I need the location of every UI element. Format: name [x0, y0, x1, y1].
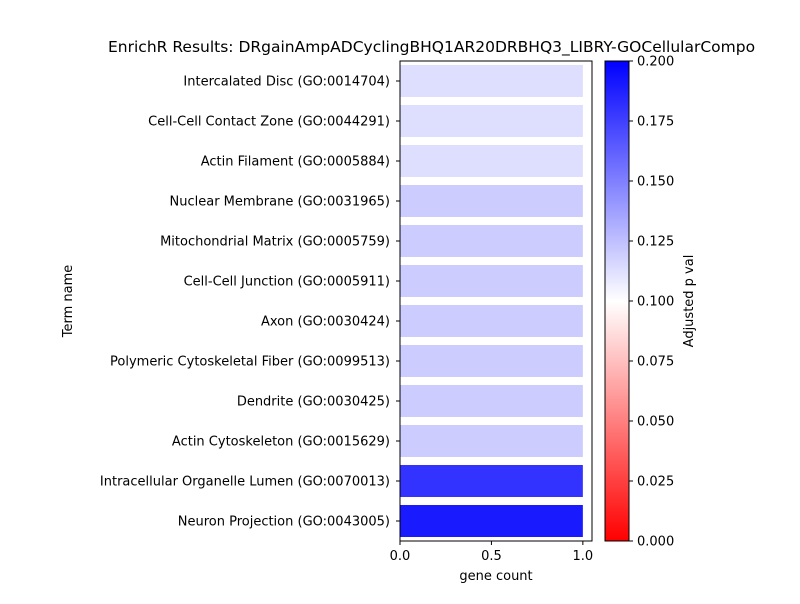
- y-tick-label: Nuclear Membrane (GO:0031965): [170, 195, 390, 210]
- colorbar-tick-label: 0.000: [637, 535, 674, 550]
- y-tick-label: Polymeric Cytoskeletal Fiber (GO:0099513…: [110, 355, 390, 370]
- x-axis-label: gene count: [459, 569, 532, 584]
- plot-frame: [399, 60, 593, 542]
- x-axis: 0.0 0.5 1.0: [390, 541, 594, 564]
- y-tick-label: Dendrite (GO:0030425): [237, 395, 390, 410]
- x-tick-label: 1.0: [573, 549, 594, 564]
- y-tick-label: Actin Filament (GO:0005884): [201, 155, 390, 170]
- bar: [400, 305, 583, 337]
- colorbar-tick-label: 0.125: [637, 235, 674, 250]
- y-tick-labels: Intercalated Disc (GO:0014704) Cell-Cell …: [100, 75, 400, 530]
- bar: [400, 145, 583, 177]
- colorbar-tick-label: 0.025: [637, 475, 674, 490]
- bar: [400, 105, 583, 137]
- y-axis-label: Term name: [61, 265, 76, 339]
- chart-title: EnrichR Results: DRgainAmpADCyclingBHQ1A…: [108, 38, 755, 57]
- bar: [400, 265, 583, 297]
- bar: [400, 185, 583, 217]
- x-tick-label: 0.0: [390, 549, 411, 564]
- colorbar-gradient: [604, 60, 630, 542]
- x-tick-label: 0.5: [481, 549, 502, 564]
- colorbar-tick-label: 0.175: [637, 115, 674, 130]
- colorbar-tick-label: 0.075: [637, 355, 674, 370]
- colorbar-tick-label: 0.200: [637, 55, 674, 70]
- y-tick-label: Axon (GO:0030424): [261, 315, 390, 330]
- bar: [400, 65, 583, 97]
- colorbar: 0.000 0.025 0.050 0.075 0.100 0.125 0.150 0.175…: [604, 55, 674, 550]
- bar: [400, 345, 583, 377]
- bar: [400, 425, 583, 457]
- y-tick-label: Cell-Cell Contact Zone (GO:0044291): [148, 115, 390, 130]
- y-tick-label: Intercalated Disc (GO:0014704): [183, 75, 390, 90]
- colorbar-tick-label: 0.150: [637, 175, 674, 190]
- bar: [400, 465, 583, 497]
- colorbar-label: Adjusted p val: [682, 255, 697, 348]
- bar: [400, 505, 583, 537]
- y-tick-label: Actin Cytoskeleton (GO:0015629): [172, 435, 390, 450]
- bar: [400, 385, 583, 417]
- y-tick-label: Cell-Cell Junction (GO:0005911): [184, 275, 390, 290]
- bars-layer: [400, 65, 583, 537]
- y-tick-label: Intracellular Organelle Lumen (GO:007001…: [100, 475, 390, 490]
- y-tick-label: Mitochondrial Matrix (GO:0005759): [160, 235, 390, 250]
- colorbar-tick-label: 0.100: [637, 295, 674, 310]
- bar: [400, 225, 583, 257]
- y-tick-label: Neuron Projection (GO:0043005): [178, 515, 390, 530]
- colorbar-tick-label: 0.050: [637, 415, 674, 430]
